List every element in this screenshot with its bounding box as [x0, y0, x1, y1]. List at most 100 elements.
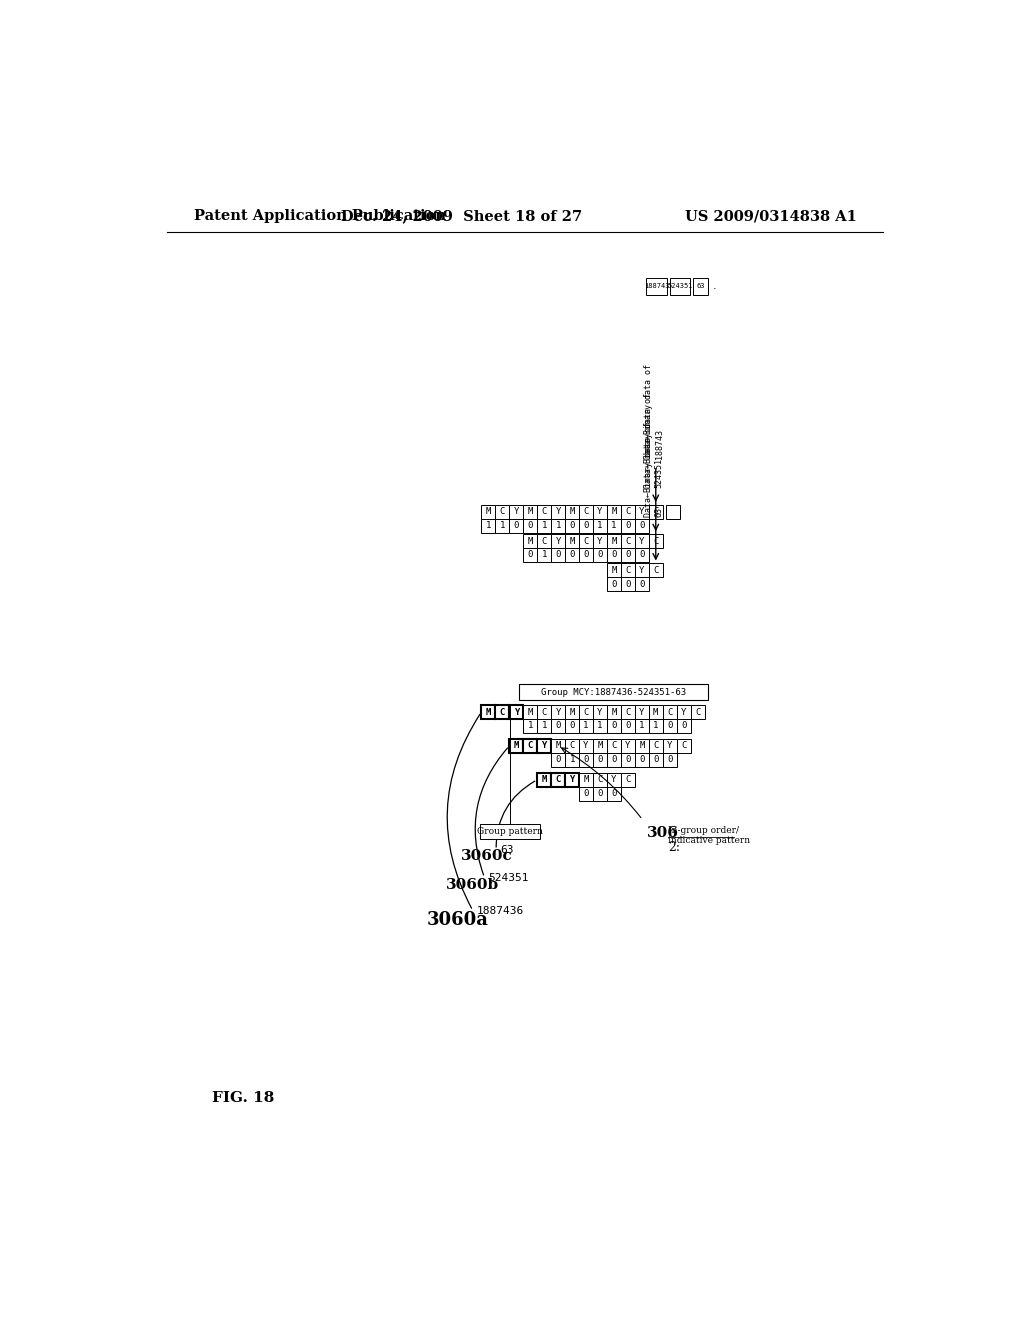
Text: C: C — [597, 775, 603, 784]
Text: 0: 0 — [569, 722, 574, 730]
Text: Y: Y — [597, 507, 603, 516]
Text: C: C — [695, 708, 700, 717]
Bar — [579, 705, 593, 719]
Text: M: M — [584, 775, 589, 784]
Text: 0: 0 — [667, 755, 673, 764]
Text: 1: 1 — [653, 722, 658, 730]
Text: 0: 0 — [626, 521, 631, 531]
Text: 0: 0 — [611, 789, 616, 799]
Text: 1: 1 — [542, 550, 547, 560]
Bar — [593, 519, 607, 533]
Bar — [621, 774, 635, 787]
Bar — [607, 504, 621, 519]
Text: 524351: 524351 — [667, 284, 692, 289]
Bar — [593, 504, 607, 519]
Bar — [635, 504, 649, 519]
Text: 0: 0 — [681, 722, 686, 730]
Text: M: M — [639, 742, 644, 750]
Text: Y: Y — [542, 742, 547, 750]
Text: C: C — [584, 537, 589, 545]
Text: .: . — [713, 281, 716, 292]
Bar — [663, 752, 677, 767]
Text: M: M — [527, 537, 532, 545]
Text: 0: 0 — [555, 722, 561, 730]
Bar — [635, 577, 649, 591]
Bar — [649, 719, 663, 733]
Text: 1: 1 — [555, 521, 561, 531]
Bar — [635, 752, 649, 767]
Bar — [523, 705, 538, 719]
Text: M: M — [485, 507, 492, 516]
Text: 188743: 188743 — [644, 284, 670, 289]
Bar — [635, 719, 649, 733]
Bar — [551, 504, 565, 519]
Bar — [690, 705, 705, 719]
Text: M: M — [542, 775, 547, 784]
Text: 1: 1 — [527, 722, 532, 730]
Bar — [666, 504, 680, 519]
Bar — [523, 548, 538, 562]
Text: M: M — [527, 507, 532, 516]
Bar — [481, 504, 496, 519]
Text: 1: 1 — [542, 521, 547, 531]
Text: 1: 1 — [584, 722, 589, 730]
Text: C: C — [653, 566, 658, 574]
Text: C: C — [626, 708, 631, 717]
Bar — [593, 739, 607, 752]
Text: 0: 0 — [514, 521, 519, 531]
Bar — [607, 564, 621, 577]
Text: C: C — [555, 775, 561, 784]
Bar — [496, 504, 509, 519]
Text: 0: 0 — [569, 550, 574, 560]
Bar — [663, 719, 677, 733]
Text: 1: 1 — [485, 521, 492, 531]
Text: 0: 0 — [639, 550, 644, 560]
Bar — [509, 705, 523, 719]
Text: C: C — [584, 708, 589, 717]
Bar — [480, 824, 541, 840]
Bar — [649, 705, 663, 719]
Text: Y: Y — [639, 507, 644, 516]
Bar — [481, 705, 496, 719]
Bar — [649, 504, 663, 519]
Text: M: M — [527, 708, 532, 717]
Bar — [607, 519, 621, 533]
Text: C: C — [653, 507, 658, 516]
Bar — [496, 705, 509, 719]
Text: 0: 0 — [584, 521, 589, 531]
Text: 0: 0 — [597, 550, 603, 560]
Bar — [621, 548, 635, 562]
Bar — [565, 705, 579, 719]
Bar — [551, 535, 565, 548]
Text: 3060c: 3060c — [461, 849, 513, 863]
Bar — [579, 519, 593, 533]
Text: Data←Binary data of
63: Data←Binary data of 63 — [644, 422, 664, 517]
Text: M: M — [653, 708, 658, 717]
Text: C: C — [626, 537, 631, 545]
Bar — [621, 504, 635, 519]
Bar — [565, 535, 579, 548]
Text: Y: Y — [597, 537, 603, 545]
Bar — [538, 719, 551, 733]
Bar — [579, 548, 593, 562]
Text: M: M — [611, 537, 616, 545]
Text: Y: Y — [639, 708, 644, 717]
Bar — [523, 519, 538, 533]
Text: 0: 0 — [667, 722, 673, 730]
Bar — [607, 535, 621, 548]
Bar — [621, 564, 635, 577]
Bar — [509, 739, 523, 752]
Text: 1887436: 1887436 — [477, 906, 524, 916]
Text: M: M — [569, 708, 574, 717]
Bar — [523, 739, 538, 752]
Text: 0: 0 — [639, 521, 644, 531]
Text: In-group order/
indicative pattern: In-group order/ indicative pattern — [669, 826, 751, 845]
Bar — [565, 548, 579, 562]
Text: Y: Y — [639, 537, 644, 545]
Text: M: M — [611, 507, 616, 516]
Text: M: M — [555, 742, 561, 750]
Text: C: C — [626, 566, 631, 574]
Bar — [593, 548, 607, 562]
Text: 1: 1 — [639, 722, 644, 730]
Bar — [621, 519, 635, 533]
